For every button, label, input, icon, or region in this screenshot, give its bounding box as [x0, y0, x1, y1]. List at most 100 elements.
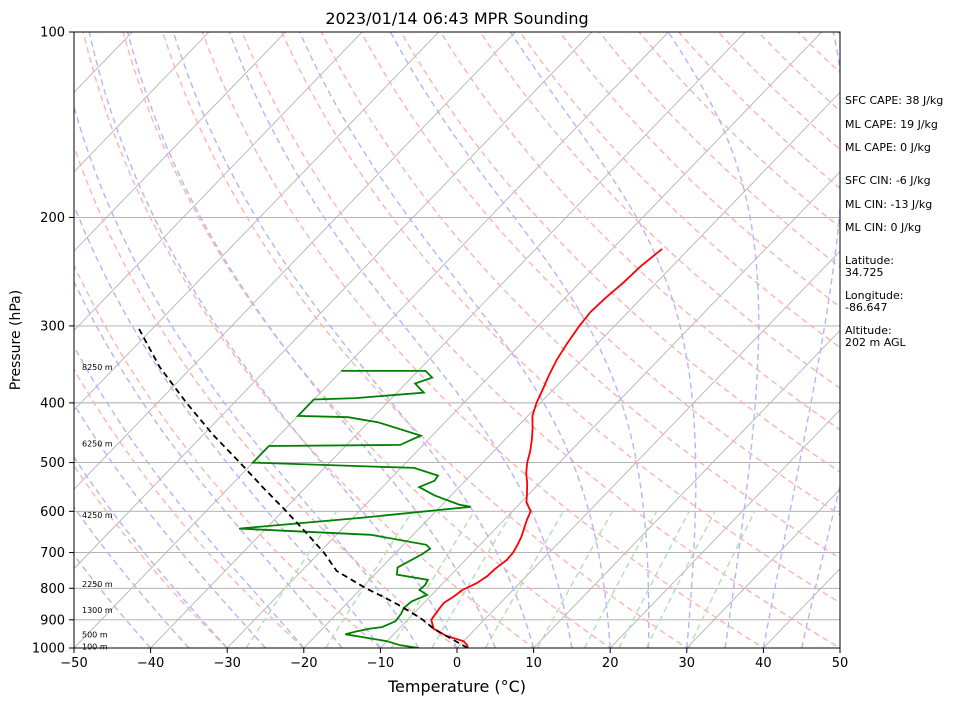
x-tick-label: −50 [60, 656, 87, 671]
dry-adiabat-line [439, 32, 840, 431]
mixing-ratio-line [431, 510, 514, 648]
height-label: 2250 m [82, 580, 113, 589]
moist-adiabat-line [667, 32, 760, 648]
sounding-profiles [136, 248, 663, 648]
dry-adiabat-line [74, 367, 305, 648]
isotherm-line [226, 32, 823, 648]
x-tick-label: −20 [290, 656, 317, 671]
isotherm-line [609, 409, 840, 648]
dry-adiabat-line [519, 32, 840, 349]
isotherm-line [74, 32, 363, 332]
x-axis-ticks: −50 −40 −30 −20 −10 0 10 20 30 40 50 [60, 648, 848, 671]
background-reference-lines [74, 32, 840, 648]
moist-adiabat-line [74, 344, 305, 648]
mixing-ratio-line [325, 510, 413, 648]
height-label: 6250 m [82, 440, 113, 449]
stat-ml-cape-1: ML CAPE: 19 J/kg [845, 118, 938, 131]
y-tick-label: 100 [40, 26, 65, 41]
dry-adiabat-line [281, 32, 840, 604]
mixing-ratio-line [536, 510, 614, 648]
y-tick-label: 1000 [32, 642, 65, 657]
altitude-label: Altitude: [845, 324, 892, 337]
moist-adiabat-line [172, 32, 535, 648]
y-tick-label: 600 [40, 505, 65, 520]
moist-adiabat-line [74, 104, 420, 648]
isotherm-line [74, 32, 670, 648]
parcel-path [136, 325, 469, 648]
dry-adiabat-line [241, 32, 840, 648]
mixing-ratio-line [390, 510, 475, 648]
moist-adiabat-line [228, 32, 573, 648]
isotherm-line [74, 32, 516, 490]
dewpoint-profile [238, 370, 471, 648]
height-label: 1300 m [82, 606, 113, 615]
y-axis-label: Pressure (hPa) [8, 290, 24, 390]
x-tick-label: 40 [755, 656, 772, 671]
stat-sfc-cin: SFC CIN: -6 J/kg [845, 174, 931, 187]
mixing-ratio-line [688, 510, 756, 648]
y-tick-label: 700 [40, 546, 65, 561]
isotherm-line [74, 32, 593, 570]
x-tick-label: −40 [137, 656, 164, 671]
isotherm-line [456, 250, 840, 648]
y-tick-label: 800 [40, 582, 65, 597]
height-labels: 8250 m 6250 m 4250 m 2250 m 1300 m 500 m 100 m [82, 363, 113, 652]
isotherm-line [74, 32, 210, 173]
dry-adiabat-line [74, 464, 229, 648]
isotherm-line [379, 171, 840, 648]
mixing-ratio-line [583, 510, 658, 648]
moist-adiabat-line [126, 32, 496, 648]
isotherm-line [303, 91, 840, 648]
x-tick-label: 50 [832, 656, 849, 671]
mixing-ratio-line [645, 510, 716, 648]
x-axis-label: Temperature (°C) [387, 677, 526, 696]
y-tick-label: 900 [40, 613, 65, 628]
moist-adiabat-line [299, 32, 611, 648]
stat-ml-cape-2: ML CAPE: 0 J/kg [845, 141, 931, 154]
x-tick-label: −30 [213, 656, 240, 671]
chart-title: 2023/01/14 06:43 MPR Sounding [325, 9, 588, 28]
stat-sfc-cape: SFC CAPE: 38 J/kg [845, 94, 943, 107]
dry-adiabat-line [161, 32, 689, 648]
mixing-ratio-line [484, 510, 565, 648]
dry-adiabat-line [74, 144, 459, 648]
moist-adiabat-line [88, 32, 458, 648]
moist-adiabat-line [762, 32, 840, 648]
isotherm-line [74, 32, 287, 252]
dry-adiabat-line [74, 263, 382, 648]
x-tick-label: 20 [602, 656, 619, 671]
moist-adiabat-line [74, 506, 190, 648]
isotherm-line [686, 488, 840, 648]
x-tick-label: 30 [679, 656, 696, 671]
x-tick-label: −10 [367, 656, 394, 671]
altitude-value: 202 m AGL [845, 336, 907, 349]
dry-adiabat-line [82, 32, 535, 648]
stat-ml-cin-2: ML CIN: 0 J/kg [845, 221, 921, 234]
moist-adiabat-line [74, 280, 343, 648]
isotherm-line [150, 32, 746, 648]
y-tick-label: 400 [40, 396, 65, 411]
mixing-ratio-line [618, 510, 690, 648]
moist-adiabat-line [509, 32, 697, 648]
plot-frame [73, 31, 841, 649]
dry-adiabat-line [479, 32, 840, 390]
mixing-ratio-line [245, 510, 338, 648]
y-tick-label: 300 [40, 319, 65, 334]
x-tick-label: 0 [453, 656, 461, 671]
stat-ml-cin-1: ML CIN: -13 J/kg [845, 198, 932, 211]
dry-adiabat-line [122, 32, 612, 648]
latitude-value: 34.725 [845, 266, 884, 279]
dry-adiabat-line [360, 32, 840, 516]
dry-adiabat-line [320, 32, 840, 560]
moist-adiabat-line [74, 203, 381, 648]
height-label: 500 m [82, 630, 108, 639]
dry-adiabat-line [201, 32, 765, 648]
stats-panel: SFC CAPE: 38 J/kg ML CAPE: 19 J/kg ML CA… [845, 94, 943, 349]
moist-adiabat-line [389, 32, 650, 648]
height-label: 100 m [82, 643, 108, 652]
height-label: 8250 m [82, 363, 113, 372]
height-label: 4250 m [82, 511, 113, 520]
latitude-label: Latitude: [845, 254, 894, 267]
longitude-value: -86.647 [845, 301, 887, 314]
